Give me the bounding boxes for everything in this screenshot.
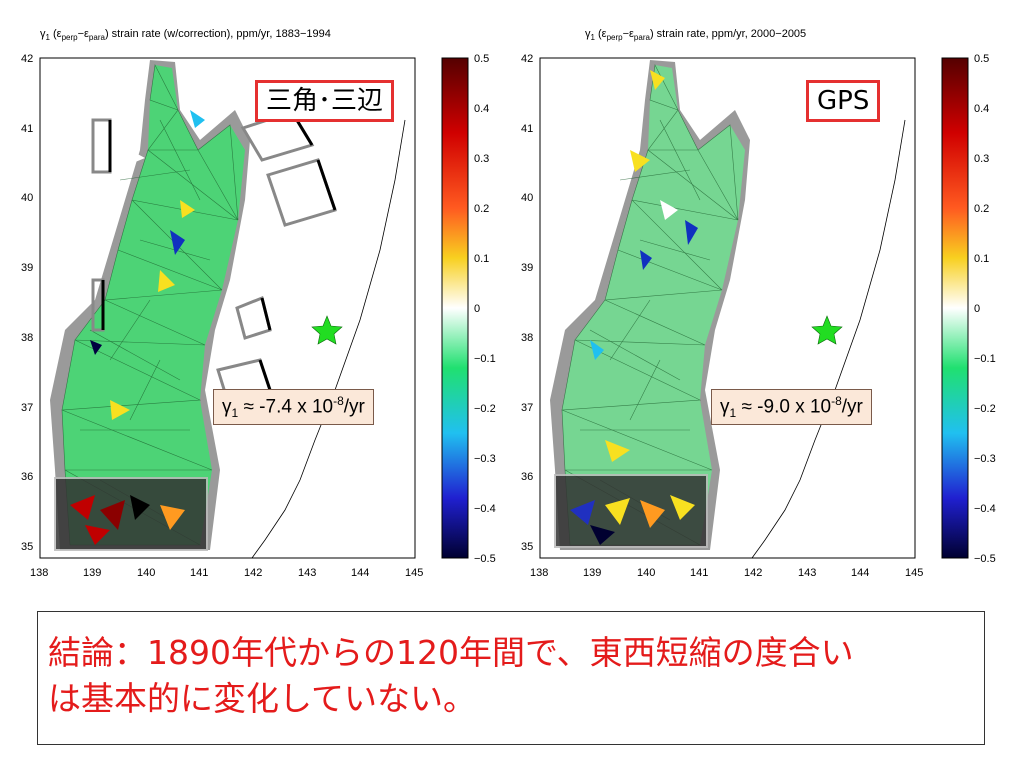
r-cb-tick-neg0.1: −0.1 [974,353,996,365]
conclusion-line-1: 結論：1890年代からの120年間で、東西短縮の度合い [48,633,854,672]
left-kanto-patches [70,495,185,545]
conclusion-line-2: は基本的に変化していない。 [48,679,477,718]
r-cb-tick-0.4: 0.4 [974,103,989,115]
right-gamma-value: γ1 ≈ -9.0 x 10-8/yr [711,389,872,426]
r-cb-tick-0.1: 0.1 [974,253,989,265]
cb-tick-neg0.1: −0.1 [474,353,496,365]
left-strain-patches [90,110,205,420]
left-panel-title: γ1 (εperp−εpara) strain rate (w/correcti… [40,28,331,43]
r-cb-tick-neg0.2: −0.2 [974,403,996,415]
r-lon-tick-138: 138 [530,567,548,579]
cb-tick-neg0.2: −0.2 [474,403,496,415]
cb-tick-0.3: 0.3 [474,153,489,165]
r-lat-tick-38: 38 [521,332,533,344]
right-panel: γ1 (εperp−εpara) strain rate, ppm/yr, 20… [500,0,1012,600]
lon-tick-138: 138 [30,567,48,579]
r-lon-tick-145: 145 [905,567,923,579]
cb-tick-neg0.3: −0.3 [474,453,496,465]
r-cb-tick-neg0.5: −0.5 [974,553,996,565]
cb-tick-neg0.5: −0.5 [474,553,496,565]
r-lat-tick-35: 35 [521,541,533,553]
r-lat-tick-36: 36 [521,471,533,483]
left-map [39,57,469,559]
lat-tick-41: 41 [21,123,33,135]
left-gamma-value: γ1 ≈ -7.4 x 10-8/yr [213,389,374,426]
r-lat-tick-42: 42 [521,53,533,65]
left-epicenter-star-icon [311,315,343,345]
right-strain-mesh [562,65,745,545]
lat-tick-37: 37 [21,402,33,414]
r-lat-tick-41: 41 [521,123,533,135]
lat-tick-36: 36 [21,471,33,483]
lon-tick-145: 145 [405,567,423,579]
r-lon-tick-143: 143 [798,567,816,579]
left-panel: γ1 (εperp−εpara) strain rate (w/correcti… [0,0,512,600]
lon-tick-143: 143 [298,567,316,579]
cb-tick-0: 0 [474,303,480,315]
r-cb-tick-neg0.4: −0.4 [974,503,996,515]
right-panel-title: γ1 (εperp−εpara) strain rate, ppm/yr, 20… [585,28,807,43]
right-method-label: GPS [806,80,881,122]
lat-tick-42: 42 [21,53,33,65]
r-cb-tick-0: 0 [974,303,980,315]
conclusion-box: 結論：1890年代からの120年間で、東西短縮の度合い は基本的に変化していない… [37,611,985,745]
right-strain-patches [590,70,698,462]
r-cb-tick-neg0.3: −0.3 [974,453,996,465]
cb-tick-0.4: 0.4 [474,103,489,115]
right-epicenter-star-icon [811,315,843,345]
cb-tick-0.1: 0.1 [474,253,489,265]
cb-tick-neg0.4: −0.4 [474,503,496,515]
r-lon-tick-141: 141 [690,567,708,579]
lon-tick-141: 141 [190,567,208,579]
r-lat-tick-37: 37 [521,402,533,414]
lat-tick-38: 38 [21,332,33,344]
lon-tick-139: 139 [83,567,101,579]
right-kanto-patches [570,495,695,545]
left-colorbar [441,57,469,559]
cb-tick-0.2: 0.2 [474,203,489,215]
r-lon-tick-139: 139 [583,567,601,579]
r-lat-tick-39: 39 [521,262,533,274]
r-cb-tick-0.3: 0.3 [974,153,989,165]
lon-tick-140: 140 [137,567,155,579]
r-lon-tick-140: 140 [637,567,655,579]
left-strain-mesh [62,65,245,545]
lon-tick-142: 142 [244,567,262,579]
left-method-label: 三角･三辺 [255,80,395,122]
r-lon-tick-142: 142 [744,567,762,579]
right-map [539,57,969,559]
r-cb-tick-0.5: 0.5 [974,53,989,65]
right-colorbar [941,57,969,559]
r-lat-tick-40: 40 [521,192,533,204]
r-lon-tick-144: 144 [851,567,869,579]
lat-tick-35: 35 [21,541,33,553]
lon-tick-144: 144 [351,567,369,579]
cb-tick-0.5: 0.5 [474,53,489,65]
lat-tick-40: 40 [21,192,33,204]
r-cb-tick-0.2: 0.2 [974,203,989,215]
lat-tick-39: 39 [21,262,33,274]
